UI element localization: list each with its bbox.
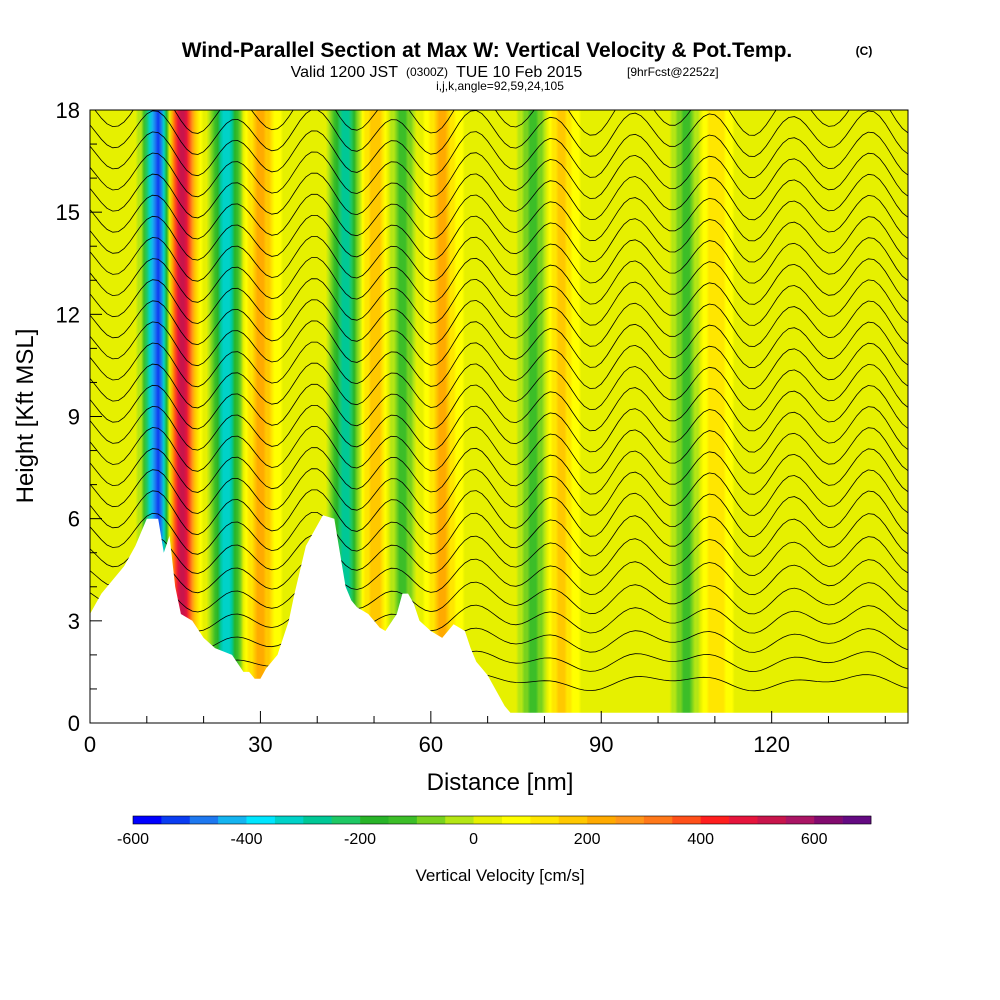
x-tick-label: 90: [589, 732, 613, 757]
colorbar-frame: [132, 815, 872, 825]
isentrope-line: [90, 299, 908, 347]
isentrope-line: [90, 320, 908, 369]
y-axis: 0 3 6 9 12 15 18: [56, 98, 102, 736]
isentrope-line: [90, 257, 908, 305]
colorbar-swatch: [218, 816, 247, 824]
colorbar-swatch: [133, 816, 162, 824]
colorbar-swatch: [729, 816, 758, 824]
isentrope-line: [90, 215, 908, 263]
colorbar-swatch: [360, 816, 389, 824]
x-tick-label: 60: [419, 732, 443, 757]
y-tick-label: 12: [56, 302, 80, 327]
x-tick-label: 30: [248, 732, 272, 757]
valid-time-utc: (0300Z): [406, 65, 448, 79]
isentrope-line: [90, 468, 908, 516]
colorbar-swatch: [757, 816, 787, 824]
y-tick-label: 3: [68, 609, 80, 634]
colorbar-swatch: [416, 816, 446, 824]
colorbar-swatch: [246, 816, 276, 824]
isentrope-line: [90, 512, 908, 557]
isentrope-line: [90, 236, 908, 284]
colorbar-swatch: [842, 816, 872, 824]
colorbar-tick-label: 200: [574, 831, 601, 848]
colorbar-swatch: [558, 816, 588, 824]
isentrope-line: [90, 383, 908, 432]
isentrope-line: [94, 110, 908, 136]
isentrope-line: [90, 110, 908, 157]
isentrope-line: [90, 604, 908, 634]
valid-time-line: Valid 1200 JST (0300Z) TUE 10 Feb 2015 […: [291, 64, 719, 81]
colorbar-tick-label: 0: [469, 831, 478, 848]
y-tick-label: 0: [68, 711, 80, 736]
colorbar-swatch: [473, 816, 503, 824]
indices-label: i,j,k,angle=92,59,24,105: [436, 79, 564, 93]
isentrope-line: [90, 426, 908, 474]
isentrope-line: [90, 627, 908, 653]
colorbar-swatch: [303, 816, 332, 824]
y-tick-label: 15: [56, 200, 80, 225]
isentrope-line: [90, 405, 908, 453]
velocity-field: [90, 110, 908, 723]
colorbar-swatch: [700, 816, 730, 824]
terrain: [90, 515, 908, 723]
colorbar-swatch: [814, 816, 843, 824]
colorbar-swatch: [643, 816, 673, 824]
colorbar-swatch: [274, 816, 304, 824]
copyright-mark: (C): [856, 44, 873, 58]
valid-time-prefix: Valid 1200 JST: [291, 64, 399, 81]
isentrope-lines: [90, 110, 908, 692]
colorbar-tick-label: -600: [117, 831, 149, 848]
plot-area: [90, 110, 908, 723]
colorbar-swatch: [161, 816, 191, 824]
isentrope-line: [90, 130, 908, 179]
colorbar: -600 -400 -200 0 200 400 600: [117, 815, 872, 848]
chart-title: Wind-Parallel Section at Max W: Vertical…: [182, 39, 793, 62]
isentrope-line: [90, 362, 908, 411]
y-tick-label: 9: [68, 405, 80, 430]
x-axis: 0 30 60 90 120: [84, 711, 886, 757]
colorbar-swatch: [445, 816, 474, 824]
valid-date: TUE 10 Feb 2015: [456, 64, 582, 81]
colorbar-tick-label: 400: [687, 831, 714, 848]
isentrope-line: [90, 447, 908, 495]
isentrope-line: [90, 535, 908, 576]
colorbar-swatch: [587, 816, 616, 824]
colorbar-swatch: [672, 816, 701, 824]
x-axis-label: Distance [nm]: [427, 769, 574, 796]
forecast-label: [9hrFcst@2252z]: [627, 65, 719, 79]
colorbar-tick-label: 600: [801, 831, 828, 848]
colorbar-swatch: [530, 816, 560, 824]
colorbar-swatch: [502, 816, 531, 824]
isentrope-line: [90, 341, 908, 390]
isentrope-line: [90, 581, 908, 615]
colorbar-swatch: [331, 816, 361, 824]
colorbar-swatch: [615, 816, 645, 824]
x-tick-label: 120: [753, 732, 790, 757]
colorbar-tick-label: -200: [344, 831, 376, 848]
isentrope-line: [90, 558, 908, 596]
colorbar-tick-label: -400: [231, 831, 263, 848]
isentrope-line: [90, 489, 908, 537]
isentrope-line: [90, 172, 908, 221]
y-tick-label: 18: [56, 98, 80, 123]
colorbar-swatch: [785, 816, 815, 824]
y-tick-label: 6: [68, 507, 80, 532]
colorbar-swatch: [388, 816, 418, 824]
isentrope-line: [90, 151, 908, 200]
isentrope-line: [90, 193, 908, 242]
isentrope-line: [90, 278, 908, 326]
y-axis-label: Height [Kft MSL]: [12, 329, 39, 504]
x-tick-label: 0: [84, 732, 96, 757]
colorbar-swatch: [189, 816, 219, 824]
colorbar-title: Vertical Velocity [cm/s]: [415, 866, 584, 885]
